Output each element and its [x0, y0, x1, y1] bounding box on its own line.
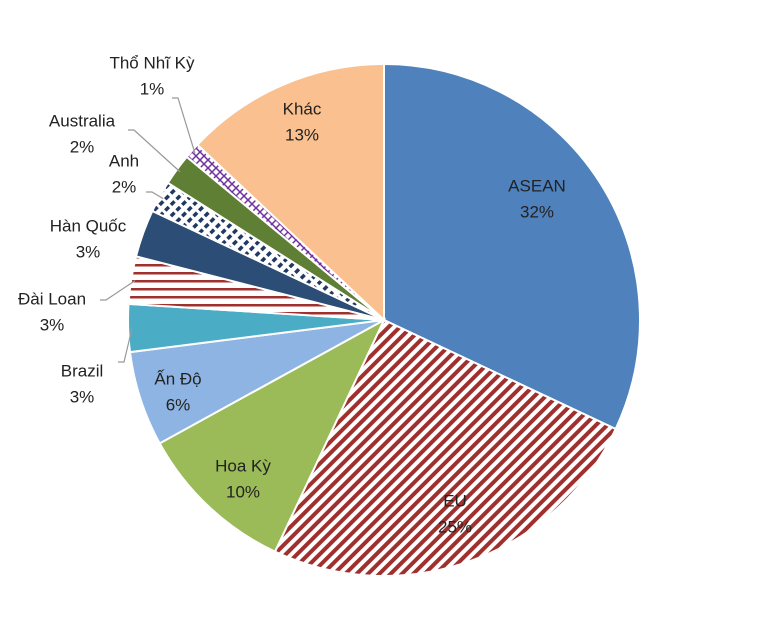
pie-slice — [195, 62, 385, 323]
pie-slice — [383, 62, 641, 431]
slice-value-label: 10% — [226, 482, 260, 501]
leader-line — [172, 97, 196, 154]
pie-slice — [273, 318, 617, 577]
slice-label: Anh — [109, 151, 139, 170]
slice-label: Australia — [49, 111, 116, 130]
slice-value-label: 2% — [70, 137, 95, 156]
slice-value-label: 3% — [76, 242, 101, 261]
slice-label: Khác — [283, 99, 322, 118]
slice-label: Ấn Độ — [154, 369, 201, 388]
slice-label: Đài Loan — [18, 289, 86, 308]
slice-value-label: 2% — [112, 177, 137, 196]
leader-line — [118, 327, 133, 363]
slice-value-label: 13% — [285, 125, 319, 144]
slice-value-label: 32% — [520, 202, 554, 221]
slice-value-label: 25% — [438, 517, 472, 536]
leader-line — [100, 280, 136, 301]
slice-label: Hàn Quốc — [50, 216, 127, 235]
slice-label: Thổ Nhĩ Kỳ — [109, 53, 195, 72]
leader-line — [146, 191, 164, 200]
slice-value-label: 3% — [40, 315, 65, 334]
slice-value-label: 3% — [70, 387, 95, 406]
slice-label: Brazil — [61, 361, 104, 380]
slice-value-label: 1% — [140, 79, 165, 98]
slice-label: EU — [443, 491, 467, 510]
pie-slice — [158, 317, 387, 553]
slice-label: ASEAN — [508, 176, 566, 195]
slice-value-label: 6% — [166, 395, 191, 414]
leader-line — [128, 129, 181, 173]
slice-label: Hoa Kỳ — [215, 456, 271, 475]
